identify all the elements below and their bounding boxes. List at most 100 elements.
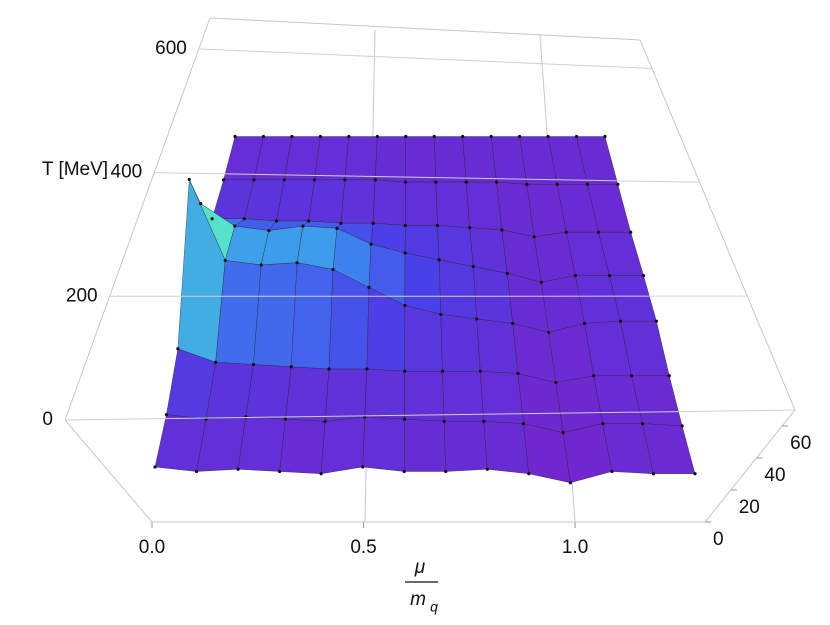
data-point [505,271,509,275]
data-point [654,319,659,323]
data-point [437,258,441,262]
data-point [153,465,157,469]
data-point [439,312,443,317]
grid-line [154,172,700,183]
z-tick-label: 400 [111,162,143,183]
data-point [461,134,465,139]
data-point [435,223,440,228]
data-point [434,180,438,184]
data-point [596,230,601,234]
data-point [301,224,305,228]
data-point [233,224,237,228]
box-edge [639,39,796,411]
surface-cell [340,179,376,224]
data-point [471,264,475,269]
surface-cell [404,252,442,315]
data-point [464,180,468,184]
data-point [236,467,240,471]
data-point [468,226,472,230]
x-axis-label-subscript: q [430,599,438,615]
data-point [402,469,406,474]
z-tick-label: 200 [66,285,98,306]
data-point [261,134,266,139]
y-tick-label: 40 [764,465,785,486]
data-point [585,182,590,186]
x-axis-label-denominator: m [410,589,426,610]
data-point [561,431,565,435]
data-point [629,230,633,234]
data-point [403,303,407,308]
data-point [582,321,587,326]
data-point [629,374,634,378]
data-point [361,465,365,469]
data-point [369,242,373,246]
data-point [403,369,407,373]
data-point [482,419,486,423]
data-point [511,321,515,326]
surface-cell [328,269,370,370]
data-point [339,221,343,225]
surface-cell [465,181,503,231]
surface-cell [443,421,488,472]
surface-cell [483,421,530,475]
surface-cell [480,371,524,424]
surface-cell [476,318,519,374]
surface-cell [362,416,405,472]
data-point [343,178,347,182]
surface-cell [469,227,508,274]
surface-cell [374,136,407,183]
surface-cell [344,136,378,181]
data-point [223,258,227,263]
surface-cell [404,305,443,372]
data-point [347,134,351,139]
data-point [680,424,684,428]
data-point [432,134,436,139]
data-point [547,330,551,335]
data-point [618,319,623,323]
data-point [267,228,271,233]
data-point [403,251,407,255]
y-tick-label: 60 [790,433,811,454]
surface-cell [433,136,467,183]
data-point [573,273,578,278]
data-point [442,419,446,423]
box-edge [64,419,153,523]
data-point [667,374,671,378]
z-tick-label: 0 [42,409,53,430]
grid-line [64,409,796,421]
y-tick-label: 0 [713,529,724,550]
data-point [164,413,169,417]
data-point [485,467,489,471]
data-point [564,230,568,234]
surface-cell [291,262,334,370]
data-point [525,182,529,186]
data-point [500,228,504,232]
data-point [489,134,493,139]
data-point [307,219,311,223]
box-edge [64,17,211,421]
data-point [242,217,246,221]
data-point [440,369,445,373]
data-point [601,422,605,426]
data-point [555,182,559,186]
data-point [210,217,214,221]
data-point [221,178,226,182]
surface-cell [364,368,405,420]
data-point [327,367,331,371]
data-point [233,134,237,139]
data-point [640,422,645,426]
grid-line [198,48,652,69]
data-point [616,182,620,186]
x-tick-label: 0.0 [139,537,165,558]
data-point [603,134,607,139]
data-point [371,221,375,225]
data-point [375,134,379,139]
data-point [251,362,256,367]
data-point [444,469,448,474]
surface-cell [438,259,478,320]
data-point [574,134,579,139]
data-point [283,417,288,421]
data-point [274,219,279,223]
data-point [365,367,369,371]
data-point [539,280,543,284]
